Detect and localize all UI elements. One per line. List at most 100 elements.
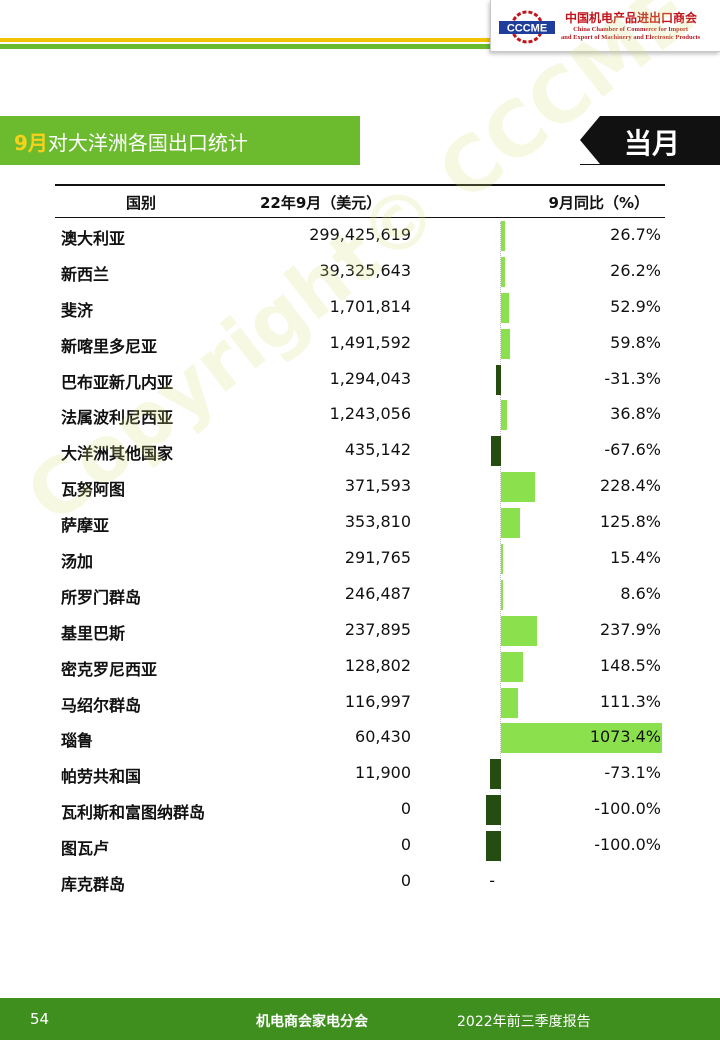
table-row: 密克罗尼西亚 128,802 148.5%: [55, 649, 665, 685]
yoy-percent: 26.2%: [610, 260, 661, 280]
table-row: 帕劳共和国 11,900 -73.1%: [55, 756, 665, 792]
header-yoy: 9月同比（%）: [548, 194, 649, 212]
yoy-percent: 36.8%: [610, 404, 661, 424]
table-row: 库克群岛 0 -: [55, 864, 665, 900]
cccme-logo-icon: CCCME: [499, 10, 555, 44]
title-month: 9月: [14, 131, 48, 155]
yoy-bar: [501, 723, 662, 754]
org-name-en: China Chamber of Commerce for Import and…: [561, 26, 700, 42]
export-value: 128,802: [344, 655, 411, 675]
yoy-percent: -67.6%: [604, 440, 661, 460]
yoy-bar: [490, 436, 501, 467]
yoy-percent: 26.7%: [610, 225, 661, 244]
export-value: 1,243,056: [329, 404, 411, 424]
export-value: 291,765: [344, 548, 411, 568]
yoy-percent: 15.4%: [610, 548, 661, 568]
table-row: 澳大利亚 299,425,619 26.7%: [55, 218, 665, 254]
yoy-percent: -100.0%: [594, 799, 661, 819]
title-label: 对大洋洲各国出口统计: [47, 131, 248, 155]
export-value: 1,701,814: [329, 296, 411, 316]
table-row: 瓦努阿图 371,593 228.4%: [55, 469, 665, 505]
country-name: 马绍尔群岛: [61, 695, 142, 715]
country-name: 帕劳共和国: [61, 767, 142, 787]
table-row: 新喀里多尼亚 1,491,592 59.8%: [55, 326, 665, 362]
yoy-bar: [501, 615, 537, 646]
country-name: 萨摩亚: [61, 516, 110, 536]
bar-axis: [500, 222, 501, 862]
yoy-bar: [501, 508, 520, 539]
footer-report-title: 2022年前三季度报告: [457, 1014, 591, 1030]
period-badge-label: 当月: [624, 127, 681, 160]
export-value: 60,430: [355, 727, 411, 747]
yoy-bar: [501, 292, 509, 323]
export-value: 371,593: [344, 476, 411, 496]
yoy-bar: [486, 831, 501, 862]
export-value: 116,997: [344, 691, 411, 711]
country-name: 法属波利尼西亚: [61, 408, 174, 428]
export-table: 国别 22年9月（美元） 9月同比（%） 澳大利亚 299,425,619 26.7…: [55, 184, 665, 900]
table-row: 所罗门群岛 246,487 8.6%: [55, 577, 665, 613]
header-stripe-yellow: [0, 38, 490, 42]
country-name: 瓦利斯和富图纳群岛: [61, 803, 206, 823]
country-name: 基里巴斯: [61, 623, 126, 643]
badge-notch: [580, 116, 600, 164]
yoy-bar: [501, 400, 507, 431]
yoy-percent: 228.4%: [599, 476, 661, 496]
yoy-bar: [490, 759, 501, 790]
section-title-band: 9月对大洋洲各国出口统计: [0, 116, 360, 165]
table-row: 法属波利尼西亚 1,243,056 36.8%: [55, 397, 665, 433]
country-name: 汤加: [61, 552, 94, 572]
logo-text: CCCME: [507, 23, 547, 35]
country-name: 斐济: [61, 300, 94, 320]
section-title: 9月对大洋洲各国出口统计: [14, 127, 248, 156]
export-value: 0: [400, 871, 411, 891]
table-row: 汤加 291,765 15.4%: [55, 541, 665, 577]
period-badge: 当月: [580, 116, 720, 165]
yoy-bar: [501, 651, 524, 682]
table-header: 国别 22年9月（美元） 9月同比（%）: [55, 184, 665, 218]
yoy-percent: -: [489, 871, 495, 891]
yoy-bar: [486, 795, 501, 826]
country-name: 新喀里多尼亚: [61, 336, 158, 356]
country-name: 瑙鲁: [61, 731, 94, 751]
export-value: 353,810: [344, 512, 411, 532]
org-name-en-line2: and Export of Machinery and Electronic P…: [561, 34, 701, 41]
table-row: 斐济 1,701,814 52.9%: [55, 290, 665, 326]
yoy-percent: 125.8%: [599, 512, 661, 532]
export-value: 0: [400, 835, 411, 855]
org-name-en-line1: China Chamber of Commerce for Import: [573, 26, 689, 33]
yoy-bar: [501, 328, 510, 359]
yoy-percent: -100.0%: [594, 835, 661, 855]
yoy-bar: [501, 687, 518, 718]
table-body: 澳大利亚 299,425,619 26.7% 新西兰 39,325,643 26.2% 斐济…: [55, 218, 665, 900]
country-name: 澳大利亚: [61, 229, 126, 248]
country-name: 新西兰: [61, 264, 110, 284]
table-row: 马绍尔群岛 116,997 111.3%: [55, 685, 665, 721]
export-value: 1,294,043: [329, 368, 411, 388]
yoy-bar: [501, 472, 536, 503]
page-number: 54: [30, 1010, 50, 1028]
yoy-percent: -31.3%: [604, 368, 661, 388]
yoy-percent: 1073.4%: [589, 727, 661, 747]
yoy-percent: 52.9%: [610, 296, 661, 316]
export-value: 435,142: [344, 440, 411, 460]
table-row: 巴布亚新几内亚 1,294,043 -31.3%: [55, 362, 665, 398]
yoy-percent: 59.8%: [610, 332, 661, 352]
export-value: 1,491,592: [329, 332, 411, 352]
footer-org: 机电商会家电分会: [256, 1014, 368, 1030]
yoy-percent: -73.1%: [604, 763, 661, 783]
org-logo-panel: CCCME 中国机电产品进出口商会 China Chamber of Comme…: [490, 0, 720, 52]
yoy-percent: 148.5%: [599, 655, 661, 675]
export-value: 237,895: [344, 619, 411, 639]
country-name: 所罗门群岛: [61, 587, 142, 607]
table-row: 大洋洲其他国家 435,142 -67.6%: [55, 433, 665, 469]
header-value: 22年9月（美元）: [260, 194, 382, 212]
table-row: 萨摩亚 353,810 125.8%: [55, 505, 665, 541]
yoy-percent: 8.6%: [620, 583, 661, 603]
export-value: 11,900: [355, 763, 411, 783]
yoy-percent: 111.3%: [599, 691, 661, 711]
country-name: 图瓦卢: [61, 839, 110, 859]
country-name: 库克群岛: [61, 875, 126, 895]
table-row: 图瓦卢 0 -100.0%: [55, 828, 665, 864]
org-name-cn: 中国机电产品进出口商会: [565, 11, 698, 25]
